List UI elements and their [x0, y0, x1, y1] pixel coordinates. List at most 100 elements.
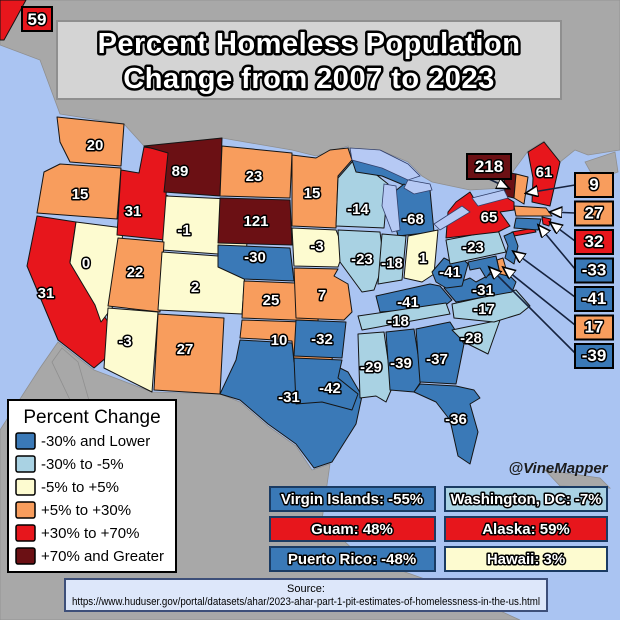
territory-box-hawaii	[444, 546, 608, 572]
legend-label-up-huge: +70% and Greater	[41, 548, 164, 565]
state-ct	[513, 217, 542, 231]
label-ny: 65	[481, 209, 498, 226]
territory-label-washington-dc: Washington, DC: -7%	[450, 491, 601, 508]
label-nm: 27	[177, 341, 194, 358]
alaska-panhandle	[0, 0, 27, 41]
source-box	[64, 578, 548, 612]
legend-title: Percent Change	[23, 407, 160, 428]
territory-label-alaska: Alaska: 59%	[482, 521, 570, 538]
state-sd	[217, 197, 293, 246]
label-wv: -41	[439, 264, 461, 281]
lake-ontario	[471, 189, 509, 207]
label-tx: -31	[278, 389, 300, 406]
label-co: 2	[191, 279, 199, 296]
legend-swatch-down	[15, 455, 36, 473]
callout-line-md	[490, 268, 576, 354]
legend-label-up-big: +30% to +70%	[41, 525, 139, 542]
state-la	[293, 357, 359, 411]
legend-swatch-down-big	[15, 432, 36, 450]
label-oh: 1	[419, 250, 427, 267]
callout-line-ma	[551, 212, 576, 213]
label-ky: -41	[397, 294, 419, 311]
label-fl: -36	[445, 411, 467, 428]
callout-value-ct: -33	[582, 261, 607, 280]
legend-label-up: +5% to +30%	[41, 502, 131, 519]
callout-box-ri	[574, 229, 614, 255]
state-ms	[357, 331, 393, 403]
legend-swatch-up-big	[15, 524, 36, 542]
attribution-text: @VineMapper	[508, 460, 608, 477]
label-ca: 31	[38, 285, 55, 302]
state-mo	[293, 267, 353, 321]
callout-box-ct	[574, 257, 614, 284]
state-ar	[293, 319, 347, 359]
title-line2: Change from 2007 to 2023	[123, 63, 494, 95]
label-ks: 25	[263, 292, 280, 309]
alaska-badge-value: 59	[28, 10, 47, 29]
callout-line-nj	[514, 252, 576, 298]
legend-label-flat: -5% to +5%	[41, 479, 119, 496]
territory-box-virgin-islands	[269, 486, 436, 512]
label-la: -42	[319, 380, 341, 397]
label-sd: 121	[243, 213, 268, 230]
state-wi	[335, 161, 389, 229]
label-mn: 15	[304, 185, 321, 202]
state-fl	[413, 383, 481, 465]
state-in	[377, 233, 407, 285]
state-sc	[451, 319, 501, 355]
label-wy: -1	[177, 222, 190, 239]
label-ne: -30	[244, 249, 266, 266]
label-wa: 20	[87, 137, 104, 154]
label-ok: 10	[271, 332, 288, 349]
callout-line-nh	[527, 184, 576, 193]
callout-value-ma: 27	[585, 204, 604, 223]
callout-value-md: -39	[582, 346, 607, 365]
alaska-badge	[21, 6, 53, 32]
label-sc: -28	[460, 330, 482, 347]
lake-superior	[349, 147, 421, 181]
state-ut	[107, 237, 165, 313]
callout-box-nj	[574, 286, 614, 312]
state-il	[337, 229, 385, 293]
vermont-callout-box	[466, 153, 512, 180]
label-il: -23	[351, 251, 373, 268]
cuba-island	[543, 469, 612, 489]
title-line1: Percent Homeless Population	[98, 28, 521, 60]
legend-label-down-big: -30% and Lower	[41, 433, 150, 450]
state-id	[116, 146, 171, 241]
territory-box-alaska	[444, 516, 608, 542]
label-wi: -14	[347, 201, 369, 218]
state-az	[103, 307, 159, 393]
label-nc: -17	[473, 301, 495, 318]
label-ut: 22	[127, 264, 144, 281]
callout-line-vt	[488, 179, 508, 188]
callout-value-nh: 9	[589, 175, 598, 194]
callout-line-ct	[539, 226, 576, 270]
label-in: -18	[381, 255, 403, 272]
lake-huron	[403, 179, 433, 195]
label-tn: -18	[387, 313, 409, 330]
source-url: https://www.huduser.gov/portal/datasets/…	[72, 596, 540, 608]
state-ne	[217, 244, 295, 282]
label-az: -3	[118, 333, 131, 350]
callout-line-de	[504, 268, 576, 326]
label-ia: -3	[310, 238, 323, 255]
callout-box-nh	[574, 172, 614, 198]
label-al: -39	[390, 355, 412, 372]
label-me: 61	[536, 164, 553, 181]
legend-label-down: -30% to -5%	[41, 456, 124, 473]
territory-box-washington-dc	[444, 486, 608, 512]
territory-label-guam: Guam: 48%	[311, 521, 393, 538]
label-pa: -23	[462, 239, 484, 256]
state-nd	[219, 145, 293, 199]
legend-box	[7, 399, 177, 573]
label-ms: -29	[360, 359, 382, 376]
label-nv: 0	[82, 255, 90, 272]
legend-swatch-flat	[15, 478, 36, 496]
label-mo: 7	[318, 287, 326, 304]
label-or: 15	[72, 186, 89, 203]
callout-line-ri	[551, 223, 576, 242]
callout-value-nj: -41	[582, 289, 607, 308]
